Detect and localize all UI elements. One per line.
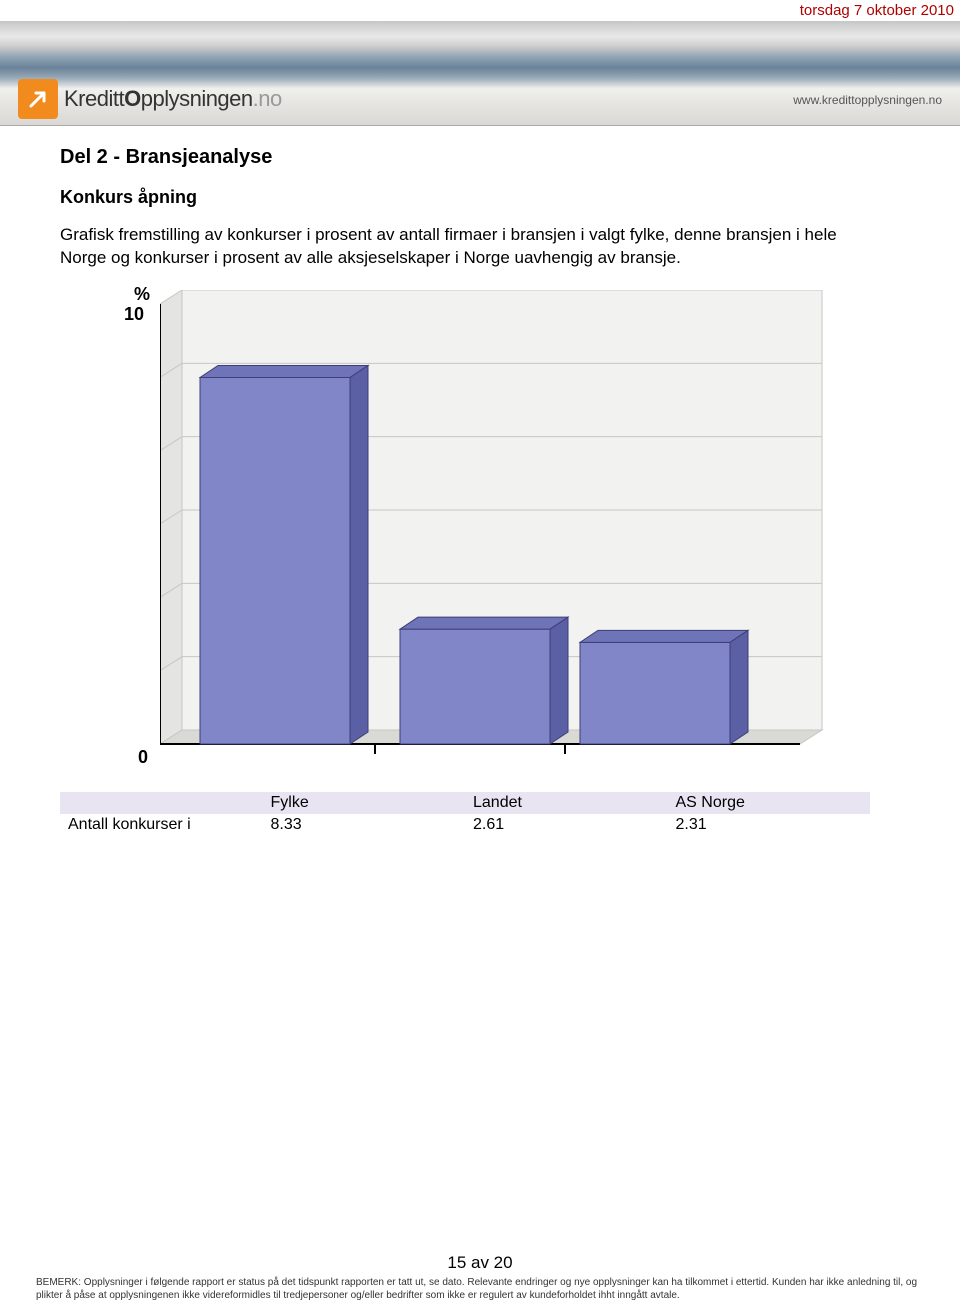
header-url: www.kredittopplysningen.no [793,93,942,107]
table-header-blank [60,792,263,814]
logo-prefix: Kreditt [64,86,124,111]
section-title: Del 2 - Bransjeanalyse [60,146,900,169]
table-header-row: Fylke Landet AS Norge [60,792,870,814]
disclaimer-text: BEMERK: Opplysninger i følgende rapport … [36,1277,924,1302]
date-text: torsdag 7 oktober 2010 [800,2,954,19]
table-header-landet: Landet [465,792,668,814]
row-val-fylke: 8.33 [263,814,466,836]
table-header-fylke: Fylke [263,792,466,814]
content: Del 2 - Bransjeanalyse Konkurs åpning Gr… [0,126,960,836]
y-axis-unit: % [134,284,150,305]
bar-chart: % 10 0 [100,290,820,768]
row-val-asnorge: 2.31 [668,814,871,836]
data-table: Fylke Landet AS Norge Antall konkurser i… [60,792,870,836]
logo-text: KredittOpplysningen.no [64,86,282,112]
table-row: Antall konkurser i 8.33 2.61 2.31 [60,814,870,836]
table-header-asnorge: AS Norge [668,792,871,814]
y-axis-bottom-label: 0 [138,747,148,768]
y-axis-top-label: 10 [124,304,144,325]
page-indicator: 15 av 20 [36,1253,924,1273]
arrow-icon [18,79,58,119]
intro-text: Grafisk fremstilling av konkurser i pros… [60,224,880,270]
date-bar: torsdag 7 oktober 2010 [0,0,960,21]
logo-mid: pplysningen [141,86,253,111]
chart-plot [160,290,824,764]
row-val-landet: 2.61 [465,814,668,836]
logo-suffix: .no [253,86,282,111]
row-label: Antall konkurser i [60,814,263,836]
header-banner: KredittOpplysningen.no www.kredittopplys… [0,21,960,126]
footer: 15 av 20 BEMERK: Opplysninger i følgende… [0,1253,960,1302]
logo: KredittOpplysningen.no [18,79,282,119]
logo-bold: O [124,86,141,111]
subsection-title: Konkurs åpning [60,187,900,208]
